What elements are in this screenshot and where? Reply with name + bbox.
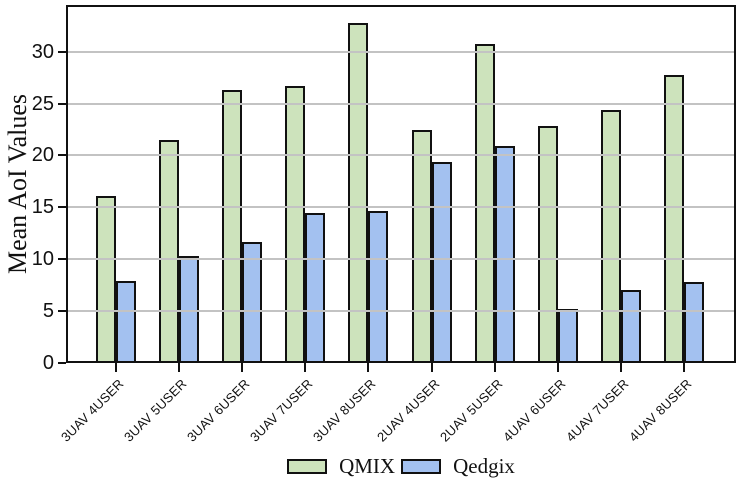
x-tick-label-text: 4UAV 8USER (625, 376, 695, 445)
gridline (66, 50, 736, 53)
gridline (66, 310, 736, 313)
y-tick-label: 20 (31, 144, 54, 167)
y-tick-mark (58, 206, 66, 209)
legend-swatch-qedgix (401, 459, 442, 474)
bar-qedgix (116, 281, 136, 363)
gridline (66, 258, 736, 261)
x-tick-label-text: 3UAV 8USER (310, 376, 379, 445)
x-tick-mark (682, 363, 685, 372)
y-tick-label: 0 (42, 352, 54, 374)
bar-qmix (663, 74, 684, 363)
legend-swatch-qmix (287, 459, 328, 474)
y-tick-mark (58, 258, 66, 261)
plot-area (66, 5, 736, 363)
bar-qmix (285, 85, 306, 363)
legend-label-qedgix: Qedgix (453, 454, 515, 478)
y-tick-mark (58, 154, 66, 157)
bar-qmix (96, 195, 116, 363)
y-tick-label: 30 (31, 40, 54, 63)
x-tick-label-text: 2UAV 4USER (373, 376, 443, 445)
grid-layer (66, 5, 736, 363)
y-tick-label: 25 (31, 92, 54, 115)
y-tick-label: 5 (42, 300, 54, 323)
y-tick-mark (58, 102, 66, 105)
bar-qmix (474, 44, 495, 363)
x-tick-mark (304, 363, 307, 372)
bars-layer (66, 5, 736, 363)
gridline (66, 154, 736, 157)
x-tick-label-text: 3UAV 5USER (121, 376, 190, 445)
gridline (66, 102, 736, 105)
x-tick-mark (493, 363, 496, 372)
legend: QMIX Qedgix (66, 454, 736, 479)
y-tick-mark (58, 50, 66, 53)
bar-qedgix (431, 161, 452, 363)
bar-qedgix (368, 210, 389, 363)
bar-qmix (222, 90, 243, 363)
x-tick-mark (367, 363, 370, 372)
bar-qmix (411, 129, 432, 363)
x-tick-label-text: 3UAV 4USER (58, 376, 127, 445)
bar-qedgix (305, 212, 326, 363)
bar-qedgix (620, 290, 641, 363)
x-tick-mark (115, 363, 117, 372)
x-tick-mark (241, 363, 244, 372)
bar-qmix (537, 126, 558, 363)
y-tick-mark (58, 362, 66, 364)
x-tick-label-text: 3UAV 6USER (184, 376, 253, 445)
gridline (66, 206, 736, 209)
x-tick-label-text: 4UAV 7USER (562, 376, 632, 445)
y-tick-label: 10 (31, 248, 54, 271)
x-tick-label-text: 4UAV 6USER (499, 376, 569, 445)
bar-qedgix (683, 282, 704, 363)
bar-qedgix (557, 309, 578, 363)
bar-qmix (600, 109, 621, 363)
y-tick-mark (58, 310, 66, 313)
x-tick-mark (178, 363, 181, 372)
x-tick-mark (556, 363, 559, 372)
bar-qedgix (494, 146, 515, 363)
x-tick-label-text: 2UAV 5USER (436, 376, 506, 445)
bar-qmix (159, 139, 180, 363)
x-tick-mark (619, 363, 622, 372)
y-tick-label: 15 (31, 196, 54, 219)
x-tick-mark (430, 363, 433, 372)
x-tick-label-text: 3UAV 7USER (247, 376, 316, 445)
legend-label-qmix: QMIX (339, 454, 396, 478)
